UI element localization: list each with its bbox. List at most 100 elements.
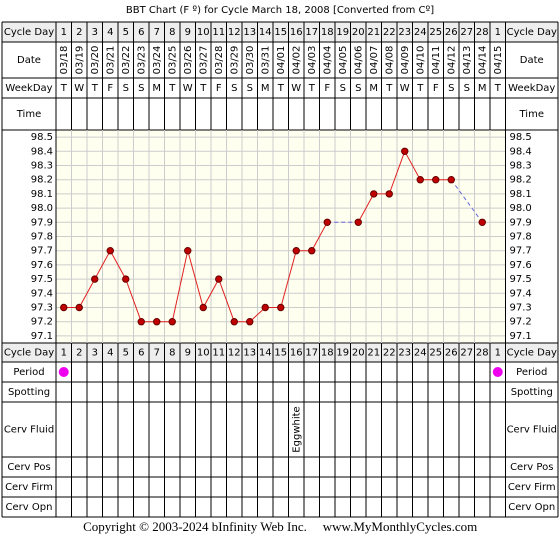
date: 03/30 — [245, 46, 256, 75]
cycle-day: 9 — [185, 27, 191, 38]
cycle-day: 2 — [76, 348, 82, 359]
cycle-day: 19 — [336, 27, 349, 38]
date: 04/03 — [307, 46, 318, 75]
cycle-day: 21 — [367, 348, 380, 359]
y-tick-label: 97.6 — [31, 260, 53, 271]
weekday: F — [324, 83, 330, 94]
temp-point — [137, 318, 145, 326]
date: 04/12 — [446, 46, 457, 75]
y-tick-label: 97.1 — [31, 331, 53, 342]
cycle-day: 8 — [169, 27, 175, 38]
temp-point — [432, 176, 440, 184]
cycle-day: 14 — [259, 348, 272, 359]
y-tick-label: 98.5 — [31, 132, 53, 143]
cycle-day: 22 — [383, 27, 396, 38]
cycle-day: 9 — [185, 348, 191, 359]
cycle-day: 22 — [383, 348, 396, 359]
row-label: Cycle Day — [4, 27, 54, 38]
cycle-day: 6 — [138, 27, 144, 38]
row-label-right: Cerv Fluid — [507, 425, 557, 436]
cycle-day: 6 — [138, 348, 144, 359]
temp-line — [63, 222, 328, 323]
temp-point — [246, 318, 254, 326]
cycle-day: 28 — [476, 27, 489, 38]
period-marker — [58, 367, 69, 377]
temp-point — [292, 247, 300, 255]
cycle-day: 24 — [414, 348, 427, 359]
weekday: T — [60, 83, 68, 94]
cycle-day: 15 — [274, 27, 287, 38]
temp-point — [75, 303, 83, 312]
y-tick-label-right: 98.3 — [510, 161, 532, 172]
temp-point — [261, 303, 269, 312]
cycle-day: 27 — [460, 27, 473, 38]
y-tick-label: 97.9 — [31, 217, 53, 228]
y-tick-label: 98.1 — [31, 189, 53, 200]
cycle-day: 7 — [154, 348, 160, 359]
cerv-fluid: Eggwhite — [291, 406, 302, 452]
cycle-day: 16 — [290, 27, 303, 38]
weekday: S — [448, 83, 454, 94]
temp-point — [277, 303, 285, 312]
date: 04/07 — [369, 46, 380, 75]
date: 03/19 — [74, 46, 85, 75]
y-tick-label: 98.0 — [31, 203, 53, 214]
row-label: Cerv Opn — [6, 502, 53, 513]
weekday: T — [91, 83, 99, 94]
row-label-right: Cerv Opn — [508, 502, 555, 513]
cycle-day: 23 — [398, 27, 411, 38]
cycle-day: 8 — [169, 348, 175, 359]
row-label: Cerv Pos — [7, 462, 50, 473]
y-tick-label-right: 97.5 — [510, 274, 532, 285]
y-tick-label-right: 98.5 — [510, 132, 532, 143]
cycle-day: 11 — [212, 348, 225, 359]
cycle-day: 4 — [107, 348, 113, 359]
weekday: T — [168, 83, 176, 94]
weekday: S — [231, 83, 237, 94]
row-label-right: Date — [520, 55, 544, 66]
y-tick-label: 97.3 — [31, 303, 53, 314]
row-label: Date — [17, 55, 41, 66]
cycle-day: 13 — [243, 27, 256, 38]
row-label-right: Spotting — [511, 387, 553, 398]
weekday: W — [400, 83, 410, 94]
weekday: S — [464, 83, 470, 94]
cycle-day: 20 — [352, 348, 365, 359]
weekday: W — [183, 83, 193, 94]
row-label-right: Cycle Day — [507, 27, 557, 38]
cycle-day: 7 — [154, 27, 160, 38]
date: 03/20 — [90, 46, 101, 75]
y-tick-label-right: 98.0 — [510, 203, 532, 214]
cycle-day: 25 — [429, 27, 442, 38]
y-tick-label: 98.2 — [31, 175, 53, 186]
date: 04/15 — [493, 46, 504, 75]
cycle-day: 23 — [398, 348, 411, 359]
row-label: Spotting — [8, 387, 50, 398]
row-label: Time — [16, 109, 41, 120]
cycle-day: 12 — [228, 27, 241, 38]
weekday: M — [478, 83, 487, 94]
cycle-day: 18 — [321, 348, 334, 359]
y-tick-label-right: 97.1 — [510, 331, 532, 342]
weekday: M — [261, 83, 270, 94]
cycle-day: 11 — [212, 27, 225, 38]
cycle-day: 21 — [367, 27, 380, 38]
temp-point — [447, 176, 455, 184]
temp-point — [416, 176, 424, 184]
temp-point — [168, 318, 176, 326]
temp-point — [323, 218, 331, 227]
y-tick-label-right: 97.2 — [510, 317, 532, 328]
cycle-day: 24 — [414, 27, 427, 38]
date: 03/26 — [183, 46, 194, 75]
y-tick-label-right: 98.1 — [510, 189, 532, 200]
cycle-day: 12 — [228, 348, 241, 359]
y-tick-label-right: 97.3 — [510, 303, 532, 314]
cycle-day: 25 — [429, 348, 442, 359]
cycle-day: 3 — [92, 348, 98, 359]
row-label-right: Period — [516, 367, 547, 378]
cycle-day: 1 — [61, 348, 67, 359]
date: 03/24 — [152, 46, 163, 75]
cycle-day: 26 — [445, 27, 458, 38]
